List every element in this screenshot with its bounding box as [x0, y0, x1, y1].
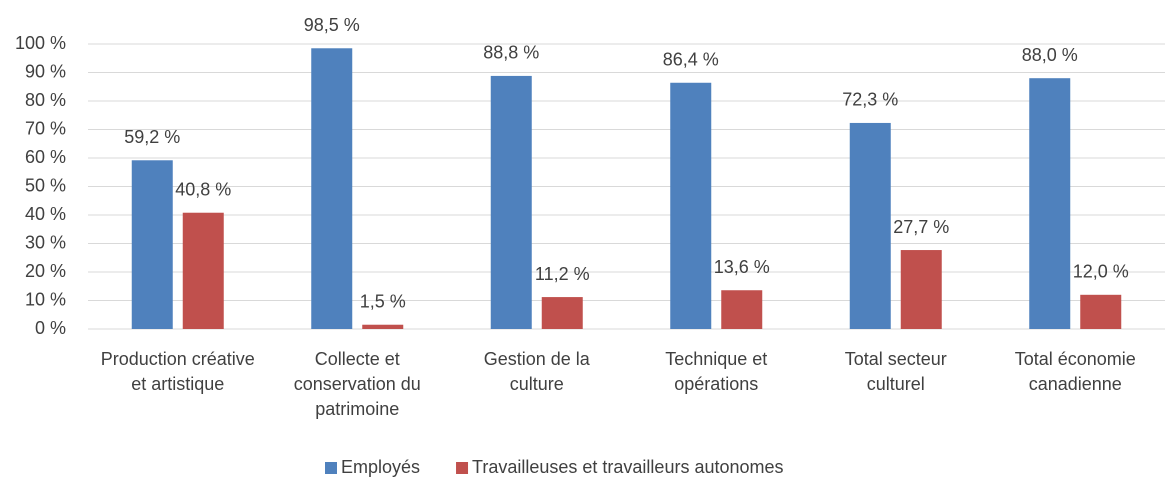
legend-swatch	[325, 462, 337, 474]
bar	[311, 48, 353, 330]
y-tick-label: 30 %	[25, 232, 66, 252]
x-tick-label: Technique et opérations	[665, 349, 768, 394]
value-label: 27,7 %	[893, 217, 949, 237]
legend-swatch	[456, 462, 469, 474]
bar	[900, 250, 942, 329]
y-tick-label: 0 %	[35, 318, 66, 338]
y-tick-label: 100 %	[15, 33, 66, 53]
value-label: 11,2 %	[535, 264, 590, 284]
value-label: 88,0 %	[1022, 45, 1078, 65]
value-label: 72,3 %	[842, 90, 898, 110]
value-label: 13,6 %	[714, 257, 770, 277]
y-tick-label: 50 %	[25, 175, 66, 195]
value-label: 40,8 %	[175, 179, 231, 199]
bar	[131, 160, 173, 329]
bar	[670, 82, 712, 329]
y-tick-label: 40 %	[25, 204, 66, 224]
x-tick-label: Total économie canadienne	[1014, 349, 1136, 394]
y-tick-label: 80 %	[25, 90, 66, 110]
x-tick-label: Production créative et artistique	[100, 349, 255, 394]
value-label: 98,5 %	[304, 15, 360, 35]
value-label: 88,8 %	[483, 43, 539, 63]
legend-label: Employés	[341, 457, 420, 477]
legend-label: Travailleuses et travailleurs autonomes	[472, 457, 783, 477]
x-tick-label: Gestion de la culture	[483, 349, 590, 394]
bar	[1080, 294, 1122, 329]
x-tick-label: Total secteur culturel	[844, 349, 947, 394]
y-tick-label: 20 %	[25, 261, 66, 281]
bar	[1029, 78, 1071, 329]
y-tick-label: 90 %	[25, 61, 66, 81]
value-label: 59,2 %	[124, 127, 180, 147]
bar	[849, 122, 891, 329]
x-tick-label: Collecte et conservation du patrimoine	[293, 349, 421, 419]
value-label: 12,0 %	[1073, 262, 1129, 282]
y-tick-label: 60 %	[25, 147, 66, 167]
bar	[490, 75, 532, 329]
y-tick-label: 10 %	[25, 289, 66, 309]
bar	[541, 297, 583, 329]
value-label: 1,5 %	[360, 291, 406, 311]
bar	[721, 290, 763, 329]
bar	[182, 212, 224, 329]
bar	[362, 324, 404, 329]
y-tick-label: 70 %	[25, 118, 66, 138]
value-label: 86,4 %	[663, 50, 719, 70]
